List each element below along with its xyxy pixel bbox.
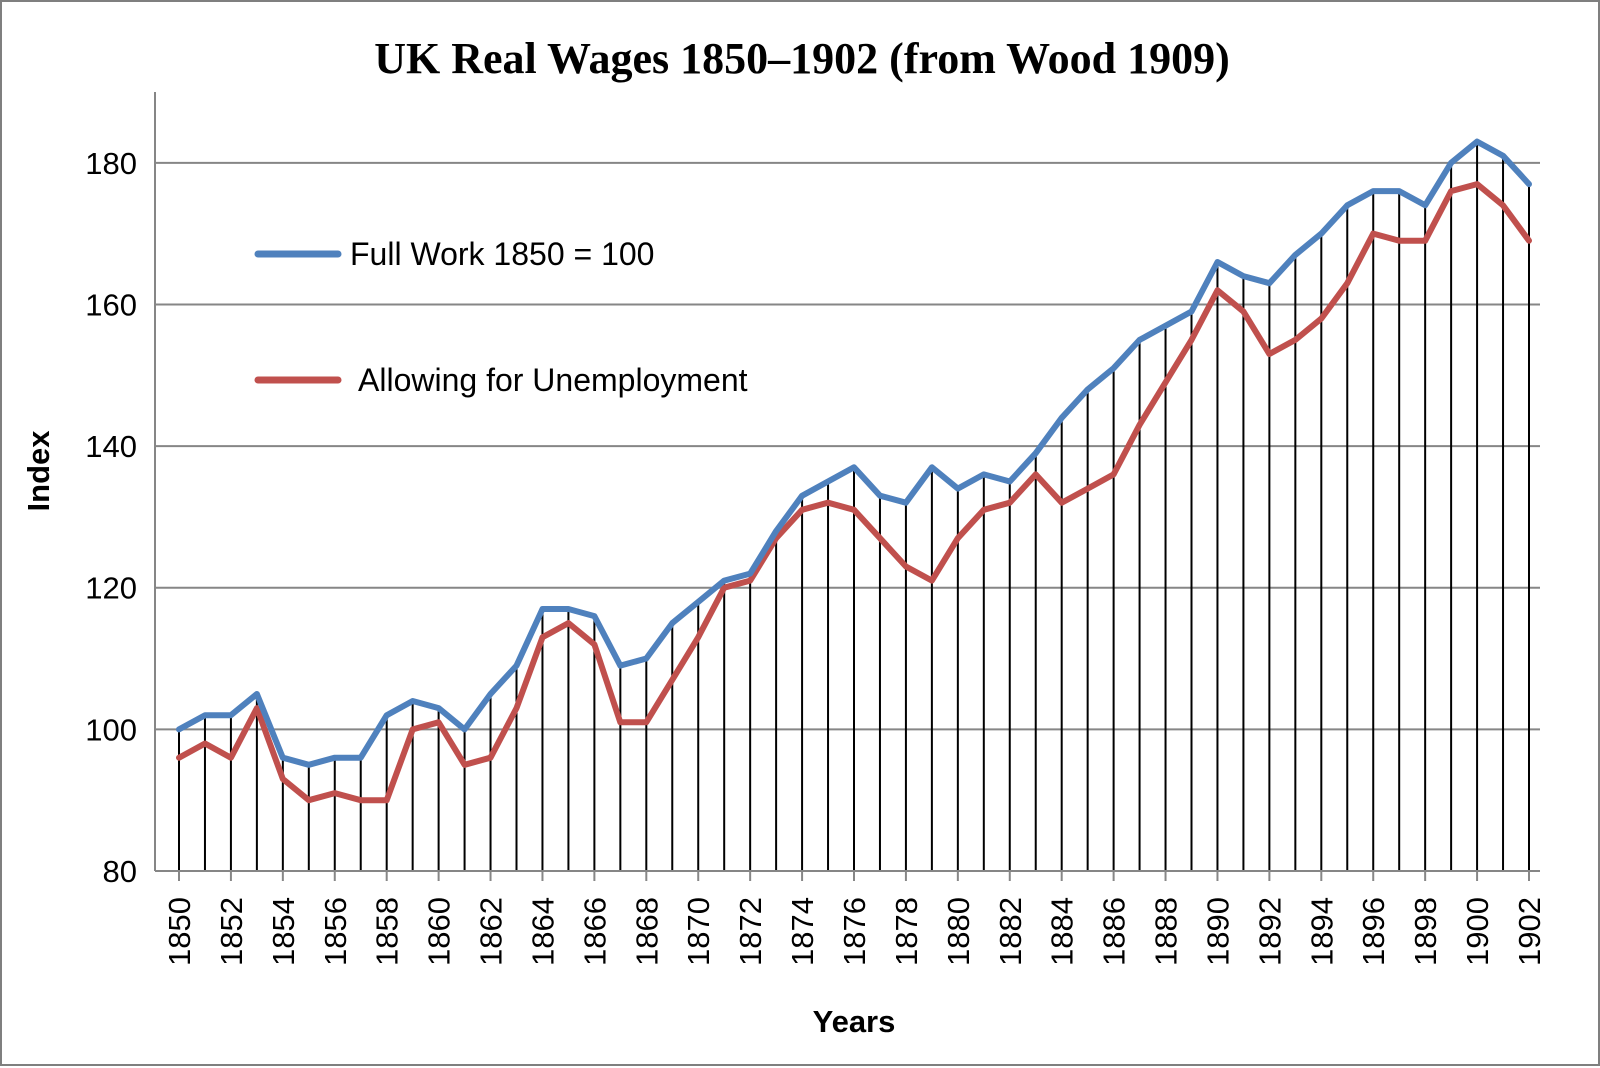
- x-tick-label: 1856: [318, 897, 353, 966]
- x-tick-label: 1894: [1304, 897, 1339, 966]
- x-tick-label: 1860: [422, 897, 457, 966]
- x-axis-title: Years: [813, 1004, 896, 1039]
- x-tick-labels: 1850 1852 1854 1856 1858 1860 1862 1864 1866 1868…: [162, 871, 1547, 966]
- x-tick-label: 1896: [1356, 897, 1391, 966]
- legend: Full Work 1850 = 100 Allowing for Unemplo…: [254, 236, 748, 398]
- x-tick-label: 1886: [1097, 897, 1132, 966]
- x-tick-label: 1888: [1149, 897, 1184, 966]
- series-line-1: [176, 181, 1532, 804]
- y-tick-label: 160: [85, 287, 137, 322]
- x-tick-label: 1902: [1512, 897, 1547, 966]
- x-tick-label: 1880: [941, 897, 976, 966]
- y-tick-label: 120: [85, 571, 137, 606]
- x-tick-label: 1876: [837, 897, 872, 966]
- chart-title: UK Real Wages 1850–1902 (from Wood 1909): [374, 34, 1230, 83]
- legend-label: Allowing for Unemployment: [358, 362, 748, 398]
- x-tick-label: 1890: [1200, 897, 1235, 966]
- y-tick-label: 140: [85, 429, 137, 464]
- y-tick-label: 80: [103, 854, 137, 889]
- y-tick-label: 180: [85, 146, 137, 181]
- x-tick-label: 1862: [474, 897, 509, 966]
- x-tick-label: 1870: [681, 897, 716, 966]
- series-line-0: [176, 138, 1532, 768]
- y-tick-label: 100: [85, 712, 137, 747]
- x-tick-label: 1900: [1460, 897, 1495, 966]
- legend-label: Full Work 1850 = 100: [350, 236, 654, 272]
- x-tick-label: 1868: [629, 897, 664, 966]
- drop-lines: [178, 141, 1530, 871]
- y-tick-labels: 80 100 120 140 160 180: [85, 146, 137, 889]
- x-tick-label: 1852: [214, 897, 249, 966]
- x-tick-label: 1892: [1252, 897, 1287, 966]
- x-tick-label: 1874: [785, 897, 820, 966]
- x-tick-label: 1878: [889, 897, 924, 966]
- x-tick-label: 1850: [162, 897, 197, 966]
- x-tick-label: 1864: [525, 897, 560, 966]
- x-tick-label: 1882: [993, 897, 1028, 966]
- x-tick-label: 1858: [370, 897, 405, 966]
- y-axis-title: Index: [21, 430, 56, 512]
- x-tick-label: 1898: [1408, 897, 1443, 966]
- x-tick-label: 1872: [733, 897, 768, 966]
- x-tick-label: 1884: [1045, 897, 1080, 966]
- x-tick-label: 1854: [266, 897, 301, 966]
- x-tick-label: 1866: [577, 897, 612, 966]
- series-lines: [176, 138, 1532, 804]
